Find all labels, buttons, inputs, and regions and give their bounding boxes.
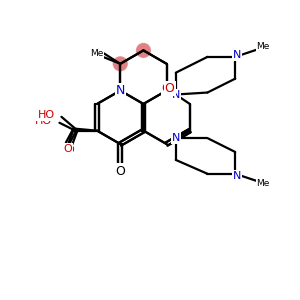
Text: O: O bbox=[63, 143, 72, 154]
Circle shape bbox=[137, 44, 149, 56]
Text: O: O bbox=[115, 165, 125, 178]
Text: N: N bbox=[116, 84, 125, 97]
Circle shape bbox=[136, 44, 150, 57]
Text: N: N bbox=[172, 89, 180, 100]
Text: Me: Me bbox=[256, 43, 270, 52]
Text: Me: Me bbox=[256, 179, 270, 188]
Text: HO: HO bbox=[34, 116, 52, 126]
Text: O: O bbox=[162, 82, 172, 95]
Text: O: O bbox=[65, 146, 74, 155]
Text: HO: HO bbox=[38, 110, 55, 120]
Text: N: N bbox=[116, 84, 125, 97]
Text: Me: Me bbox=[90, 50, 103, 58]
Circle shape bbox=[113, 57, 127, 71]
Text: N: N bbox=[233, 50, 242, 60]
Text: N: N bbox=[233, 171, 242, 181]
Text: O: O bbox=[165, 82, 175, 95]
Text: O: O bbox=[115, 164, 125, 177]
Circle shape bbox=[114, 58, 126, 70]
Text: N: N bbox=[172, 133, 180, 143]
